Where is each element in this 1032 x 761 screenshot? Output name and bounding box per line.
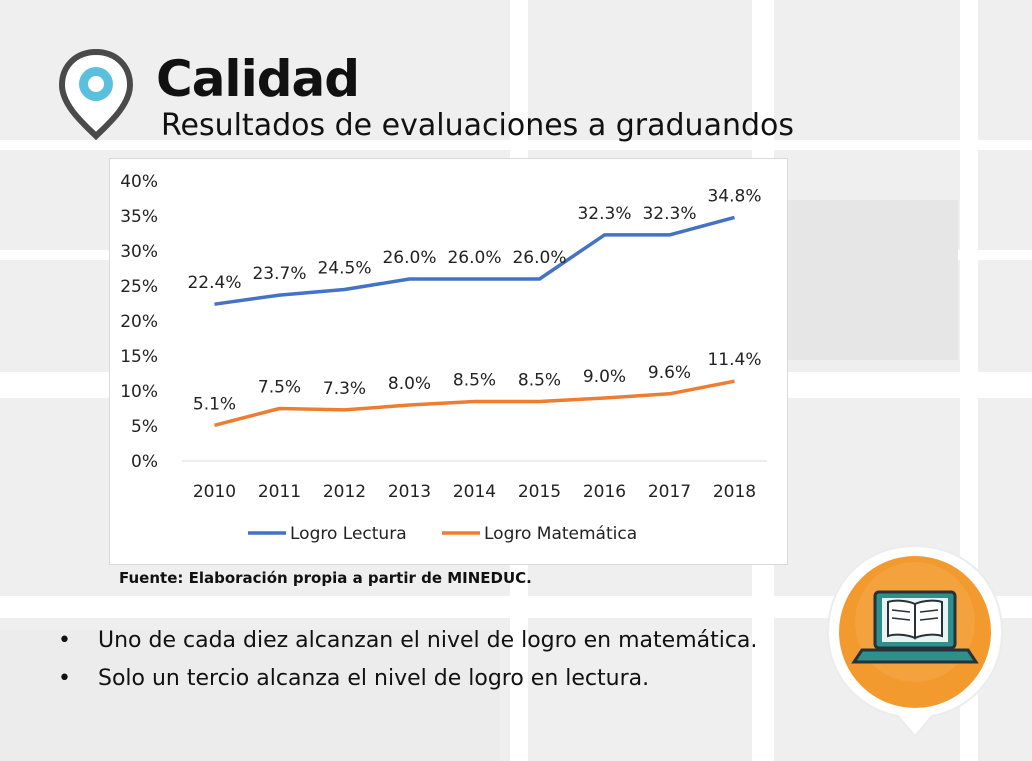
line-chart: 0% 5% 10% 15% 20% 25% 30% 35% 40% 2010 2011 2012 201… [120, 172, 767, 544]
bullet-dot: • [58, 628, 71, 653]
data-label: 23.7% [252, 264, 306, 284]
x-tick-label: 2018 [713, 482, 756, 502]
data-label: 8.5% [518, 371, 561, 391]
data-label: 32.3% [642, 204, 696, 224]
data-label: 22.4% [187, 273, 241, 293]
source-note: Fuente: Elaboración propia a partir de M… [119, 569, 532, 587]
data-label: 32.3% [577, 204, 631, 224]
page-subtitle: Resultados de evaluaciones a graduandos [161, 108, 794, 143]
location-pin-icon [58, 48, 134, 140]
data-label: 7.3% [323, 379, 366, 399]
x-tick-label: 2016 [583, 482, 626, 502]
bullet-dot: • [58, 666, 71, 691]
y-tick-label: 20% [120, 312, 158, 332]
y-tick-label: 30% [120, 242, 158, 262]
series-line-lectura [214, 215, 735, 306]
y-tick-label: 0% [131, 452, 158, 472]
laptop-book-icon [826, 544, 1004, 738]
data-label: 26.0% [447, 248, 501, 268]
bullet-item: • Solo un tercio alcanza el nivel de log… [58, 664, 758, 694]
data-label: 11.4% [707, 350, 761, 370]
y-tick-label: 5% [131, 417, 158, 437]
data-label: 8.5% [453, 371, 496, 391]
x-tick-label: 2013 [388, 482, 431, 502]
y-tick-label: 10% [120, 382, 158, 402]
legend-label: Logro Matemática [484, 524, 637, 544]
x-tick-label: 2014 [453, 482, 496, 502]
bullet-list: • Uno de cada diez alcanzan el nivel de … [58, 626, 758, 702]
series-line-matematica [214, 379, 735, 427]
y-tick-label: 15% [120, 347, 158, 367]
data-label: 26.0% [512, 248, 566, 268]
x-tick-label: 2015 [518, 482, 561, 502]
data-label: 26.0% [382, 248, 436, 268]
page-title: Calidad [156, 50, 360, 108]
data-label: 7.5% [258, 378, 301, 398]
chart-container: 0% 5% 10% 15% 20% 25% 30% 35% 40% 2010 2011 2012 201… [109, 158, 788, 565]
bullet-item: • Uno de cada diez alcanzan el nivel de … [58, 626, 758, 656]
data-label: 34.8% [707, 186, 761, 206]
data-label: 5.1% [193, 394, 236, 414]
data-label: 8.0% [388, 374, 431, 394]
data-label: 24.5% [317, 259, 371, 279]
legend-label: Logro Lectura [290, 524, 407, 544]
y-tick-label: 25% [120, 277, 158, 297]
y-tick-label: 40% [120, 172, 158, 192]
x-tick-label: 2012 [323, 482, 366, 502]
x-tick-label: 2010 [193, 482, 236, 502]
data-label: 9.0% [583, 367, 626, 387]
data-label: 9.6% [648, 363, 691, 383]
bullet-text: Solo un tercio alcanza el nivel de logro… [98, 666, 650, 691]
y-tick-label: 35% [120, 207, 158, 227]
x-tick-label: 2011 [258, 482, 301, 502]
x-tick-label: 2017 [648, 482, 691, 502]
bullet-text: Uno de cada diez alcanzan el nivel de lo… [98, 628, 758, 653]
